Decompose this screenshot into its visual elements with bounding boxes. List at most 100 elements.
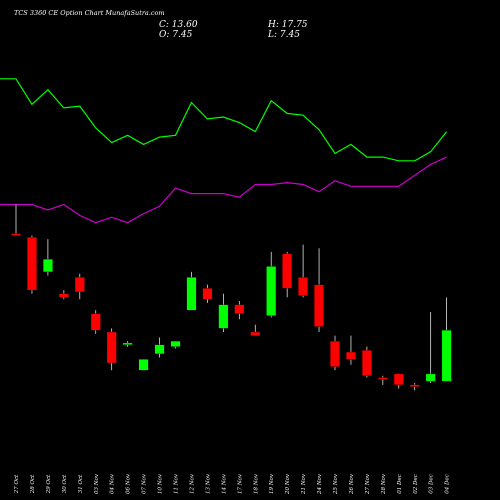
candle-body-down bbox=[27, 237, 37, 291]
x-tick-label: 19 Nov bbox=[269, 473, 275, 494]
candle-body-up bbox=[266, 266, 277, 316]
x-tick-label: 10 Nov bbox=[158, 473, 164, 494]
candle-body-up bbox=[425, 373, 436, 382]
candle-4 bbox=[74, 273, 85, 300]
candle-body-down bbox=[377, 377, 388, 380]
high-label: H: bbox=[267, 20, 279, 30]
candle-body-down bbox=[11, 233, 21, 236]
candle-3 bbox=[58, 290, 69, 300]
candle-body-down bbox=[90, 313, 101, 331]
close-label: C: bbox=[159, 20, 169, 30]
candle-body-up bbox=[441, 330, 452, 382]
candle-13 bbox=[218, 293, 229, 333]
close-value: 13.60 bbox=[172, 20, 198, 30]
candles bbox=[11, 204, 452, 391]
candle-12 bbox=[202, 284, 213, 303]
candle-18 bbox=[298, 244, 309, 298]
candle-body-down bbox=[282, 253, 293, 289]
upper-series-line bbox=[0, 78, 448, 162]
high-readout: H: 17.75 bbox=[267, 20, 308, 30]
x-tick-label: 11 Nov bbox=[174, 473, 180, 494]
x-tick-label: 03 Dec bbox=[429, 474, 435, 494]
candle-5 bbox=[90, 310, 101, 334]
candle-15 bbox=[250, 324, 261, 336]
candle-24 bbox=[393, 373, 404, 389]
x-tick-label: 20 Nov bbox=[285, 473, 291, 495]
lower-series-line bbox=[0, 156, 447, 224]
candle-body-down bbox=[314, 284, 324, 327]
candle-27 bbox=[441, 297, 452, 382]
candle-7 bbox=[122, 341, 133, 347]
candle-body-down bbox=[393, 373, 404, 385]
candle-16 bbox=[266, 251, 277, 318]
candle-body-down bbox=[361, 350, 372, 376]
chart-title: TCS 3360 CE Option Chart MunafaSutra.com bbox=[14, 9, 165, 17]
candle-body-down bbox=[330, 340, 340, 367]
x-tick-label: 03 Nov bbox=[94, 473, 100, 494]
candle-body-down bbox=[234, 304, 245, 314]
low-value: 7.45 bbox=[280, 30, 300, 40]
open-readout: O: 7.45 bbox=[159, 30, 193, 40]
x-tick-label: 27 Nov bbox=[365, 473, 371, 495]
candle-body-up bbox=[218, 304, 229, 329]
low-label: L: bbox=[267, 30, 277, 40]
open-value: 7.45 bbox=[172, 30, 192, 40]
candle-11 bbox=[186, 271, 197, 311]
candle-19 bbox=[314, 248, 324, 333]
x-tick-label: 14 Nov bbox=[221, 473, 227, 494]
x-tick-label: 01 Dec bbox=[397, 474, 403, 494]
x-tick-label: 28 Oct bbox=[30, 474, 36, 494]
candle-body-up bbox=[170, 340, 181, 347]
x-tick-label: 31 Oct bbox=[78, 474, 84, 493]
candle-14 bbox=[234, 301, 245, 320]
x-tick-label: 25 Nov bbox=[333, 473, 339, 495]
x-tick-label: 07 Nov bbox=[142, 473, 148, 494]
candle-body-down bbox=[202, 288, 213, 300]
x-tick-label: 29 Oct bbox=[46, 474, 52, 494]
candle-body-down bbox=[346, 351, 356, 360]
candle-23 bbox=[377, 375, 388, 385]
x-axis-labels: 27 Oct 28 Oct 29 Oct 30 Oct 31 Oct 03 Nov 04 N… bbox=[14, 473, 451, 495]
candle-21 bbox=[346, 335, 356, 365]
x-tick-label: 04 Nov bbox=[110, 473, 116, 494]
candle-body-down bbox=[106, 331, 117, 364]
open-label: O: bbox=[159, 30, 169, 40]
indicator-lines bbox=[0, 78, 448, 224]
candle-8 bbox=[138, 359, 149, 371]
x-tick-label: 06 Nov bbox=[126, 473, 132, 494]
high-value: 17.75 bbox=[282, 20, 308, 30]
x-tick-label: 18 Nov bbox=[253, 473, 259, 494]
candle-body-down bbox=[74, 277, 85, 293]
x-tick-label: 24 Nov bbox=[317, 473, 323, 495]
candle-20 bbox=[330, 335, 340, 371]
candle-26 bbox=[425, 311, 436, 384]
close-readout: C: 13.60 bbox=[159, 20, 198, 30]
candle-1 bbox=[27, 235, 37, 294]
candle-body-down bbox=[298, 277, 309, 296]
x-tick-label: 12 Nov bbox=[189, 473, 195, 494]
candle-22 bbox=[361, 346, 372, 378]
x-tick-label: 27 Oct bbox=[14, 474, 20, 494]
candle-body-up bbox=[154, 344, 165, 355]
candle-25 bbox=[409, 383, 420, 391]
candle-6 bbox=[106, 328, 117, 371]
candle-body-down bbox=[409, 384, 420, 387]
x-tick-label: 21 Nov bbox=[301, 473, 307, 495]
candle-0 bbox=[11, 204, 21, 236]
x-tick-label: 26 Nov bbox=[349, 473, 355, 495]
candle-2 bbox=[43, 239, 53, 276]
candle-9 bbox=[154, 337, 165, 358]
x-tick-label: 28 Nov bbox=[381, 473, 387, 495]
low-readout: L: 7.45 bbox=[267, 30, 300, 40]
candle-body-up bbox=[138, 359, 149, 371]
candle-10 bbox=[170, 340, 181, 349]
x-tick-label: 30 Oct bbox=[62, 474, 68, 493]
candle-body-down bbox=[58, 293, 69, 298]
x-tick-label: 02 Dec bbox=[413, 474, 419, 494]
x-tick-label: 17 Nov bbox=[237, 473, 243, 494]
x-tick-label: 04 Dec bbox=[445, 474, 451, 494]
x-tick-label: 13 Nov bbox=[205, 473, 211, 494]
candle-body-up bbox=[43, 258, 53, 273]
